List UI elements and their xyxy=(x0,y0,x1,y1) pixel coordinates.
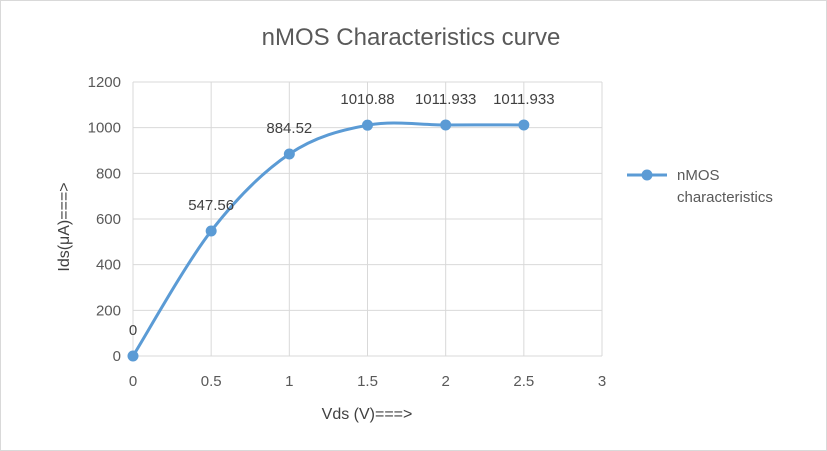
y-tick-label: 800 xyxy=(96,165,121,182)
y-tick-label: 400 xyxy=(96,257,121,274)
x-axis-title: Vds (V)===> xyxy=(322,406,413,423)
x-tick-label: 0 xyxy=(129,373,137,390)
data-label: 884.52 xyxy=(266,120,312,137)
x-tick-label: 2 xyxy=(441,373,449,390)
data-label: 1011.933 xyxy=(493,91,554,108)
y-tick-label: 1000 xyxy=(88,120,121,137)
data-labels: 0 547.56 884.52 1010.88 1011.933 1011.933 xyxy=(129,91,555,339)
y-tick-label: 1200 xyxy=(88,74,121,91)
series-layer xyxy=(127,119,530,362)
x-tick-label: 2.5 xyxy=(513,373,534,390)
x-tick-label: 1 xyxy=(285,373,293,390)
legend-label-line: characteristics xyxy=(677,189,773,206)
data-point xyxy=(283,148,295,160)
series-line xyxy=(131,121,526,358)
y-axis-title: Ids(μA)===> xyxy=(56,182,73,271)
y-tick-label: 0 xyxy=(113,348,121,365)
legend: nMOS characteristics xyxy=(627,167,773,206)
y-tick-label: 600 xyxy=(96,211,121,228)
data-label: 1010.88 xyxy=(340,91,394,108)
legend-marker xyxy=(641,169,653,181)
tick-labels: 0 200 400 600 800 1000 1200 0 0.5 1 1.5 2 2.5 3 xyxy=(88,74,607,390)
data-point xyxy=(440,119,452,131)
x-tick-label: 1.5 xyxy=(357,373,378,390)
data-label: 1011.933 xyxy=(415,91,476,108)
chart-title: nMOS Characteristics curve xyxy=(262,24,561,51)
x-tick-label: 3 xyxy=(598,373,606,390)
legend-label: nMOS characteristics xyxy=(677,167,773,206)
data-label: 547.56 xyxy=(188,197,234,214)
data-point xyxy=(362,119,373,131)
x-tick-label: 0.5 xyxy=(201,373,222,390)
legend-label-line: nMOS xyxy=(677,167,720,184)
data-point xyxy=(205,225,217,237)
data-label: 0 xyxy=(129,322,137,339)
y-tick-label: 200 xyxy=(96,302,121,319)
data-point xyxy=(127,350,139,362)
data-point xyxy=(518,119,530,131)
